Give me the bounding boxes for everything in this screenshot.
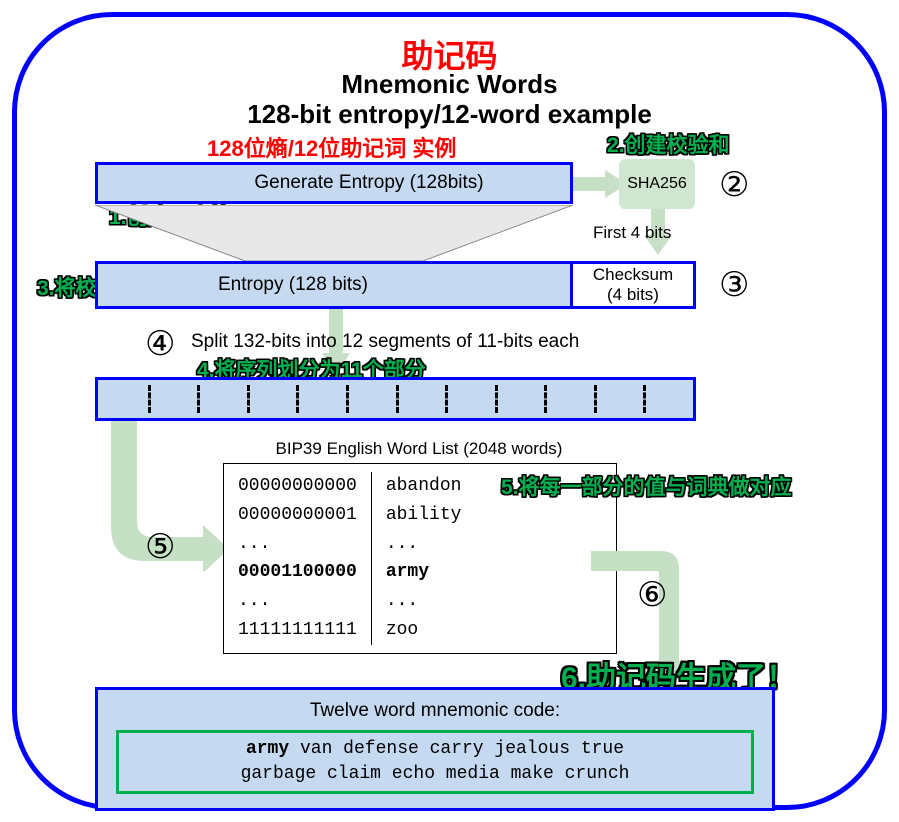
checksum-l2: (4 bits) xyxy=(607,285,659,305)
wordlist-word: zoo xyxy=(386,616,462,645)
wordlist-bits: 00001100000 xyxy=(238,558,357,587)
result-box: Twelve word mnemonic code: army van defe… xyxy=(95,687,775,811)
title-english-1: Mnemonic Words xyxy=(17,69,882,100)
segment-divider xyxy=(495,385,498,413)
segment-divider xyxy=(296,385,299,413)
step4-num: ④ xyxy=(145,324,175,364)
result-word-bold: army xyxy=(246,739,289,759)
result-words: army van defense carry jealous true garb… xyxy=(116,730,754,794)
wordlist-title: BIP39 English Word List (2048 words) xyxy=(239,439,599,459)
segment-divider xyxy=(594,385,597,413)
segment-divider xyxy=(247,385,250,413)
anno-step2: 2.创建校验和 xyxy=(607,129,730,159)
segment-divider xyxy=(544,385,547,413)
title-english-2: 128-bit entropy/12-word example xyxy=(17,99,882,130)
entropy-label: Entropy (128 bits) xyxy=(218,274,368,296)
checksum-box: Checksum (4 bits) xyxy=(570,261,696,309)
wordlist-bits: ... xyxy=(238,530,357,559)
first4-label: First 4 bits xyxy=(593,223,671,243)
funnel-shape xyxy=(95,205,573,261)
step1-box: Generate Entropy (128bits) xyxy=(95,162,573,204)
segment-divider xyxy=(197,385,200,413)
subtitle-chinese: 128位熵/12位助记词 实例 xyxy=(207,131,456,163)
segments-box xyxy=(95,377,696,421)
wordlist-word: abandon xyxy=(386,472,462,501)
checksum-l1: Checksum xyxy=(593,265,673,285)
wordlist-word: ... xyxy=(386,587,462,616)
step1-label: Generate Entropy (128bits) xyxy=(254,172,483,194)
wordlist-bits: 00000000001 xyxy=(238,501,357,530)
segment-divider xyxy=(445,385,448,413)
result-line1-rest: van defense carry jealous true xyxy=(289,739,624,759)
entropy-box: Entropy (128 bits) xyxy=(95,261,573,309)
step3-num: ③ xyxy=(719,265,749,305)
sha256-box: SHA256 xyxy=(619,159,695,209)
result-title: Twelve word mnemonic code: xyxy=(310,700,560,722)
wordlist-word: ... xyxy=(386,530,462,559)
step6-num: ⑥ xyxy=(637,575,667,615)
result-line2: garbage claim echo media make crunch xyxy=(241,764,630,784)
wordlist-bits: 11111111111 xyxy=(238,616,357,645)
step2-num: ② xyxy=(719,165,749,205)
wordlist-word: army xyxy=(386,558,462,587)
segment-divider xyxy=(643,385,646,413)
segment-divider xyxy=(396,385,399,413)
step5-num: ⑤ xyxy=(145,527,175,567)
wordlist-bits: 00000000000 xyxy=(238,472,357,501)
step4-text: Split 132-bits into 12 segments of 11-bi… xyxy=(191,331,579,353)
wordlist-bits: ... xyxy=(238,587,357,616)
segment-divider xyxy=(148,385,151,413)
wordlist-word: ability xyxy=(386,501,462,530)
segment-divider xyxy=(346,385,349,413)
diagram-frame: 助记码 Mnemonic Words 128-bit entropy/12-wo… xyxy=(12,12,887,810)
anno-step5: 5.将每一部分的值与词典做对应 xyxy=(501,471,792,501)
